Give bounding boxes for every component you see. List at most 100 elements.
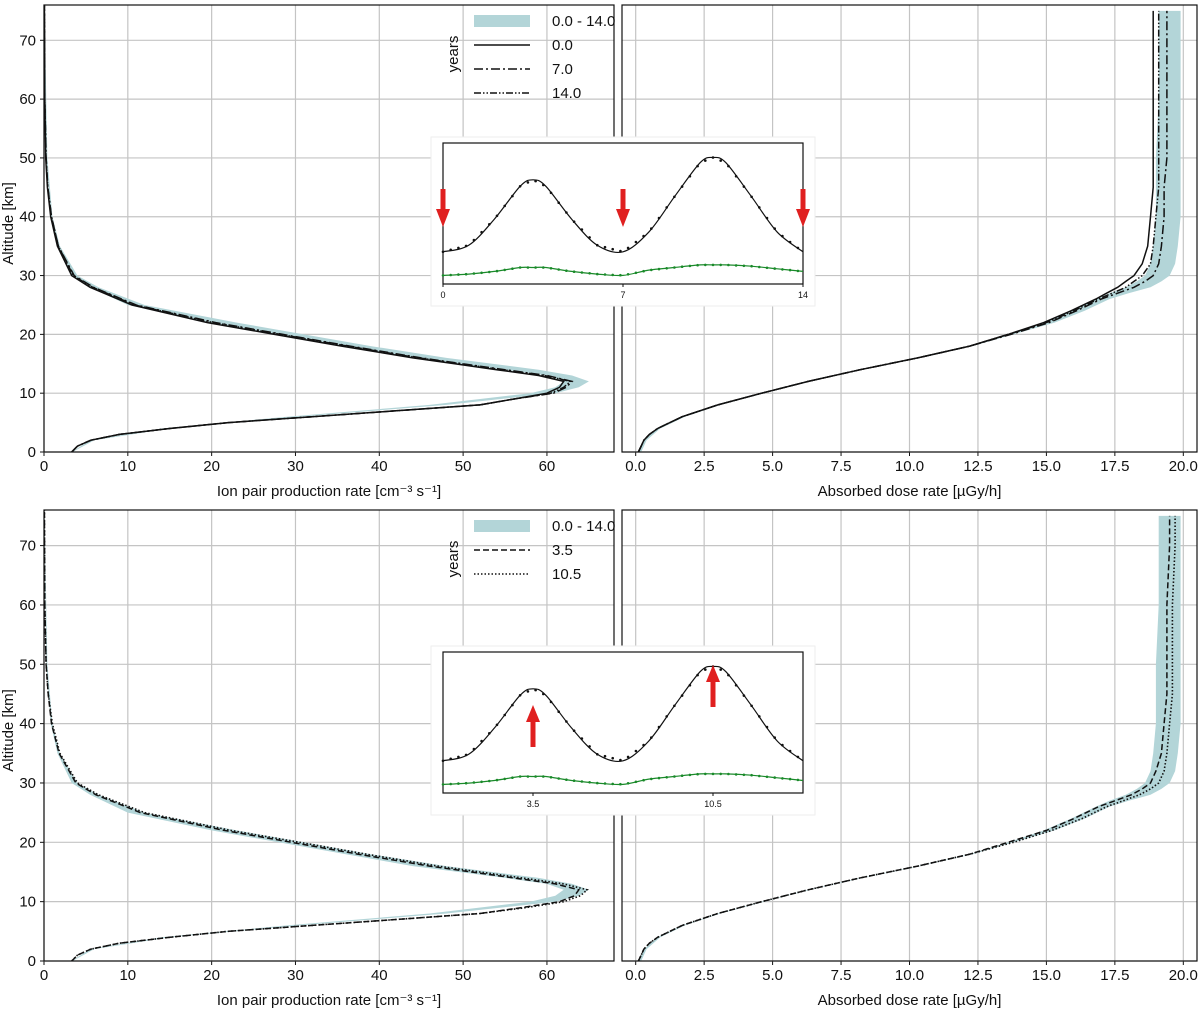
inset-dot: [765, 266, 769, 270]
inset-dot: [750, 264, 753, 268]
inset-dot: [619, 782, 622, 786]
inset-dot: [588, 781, 591, 784]
inset-dot: [457, 755, 460, 759]
inset-curve-upper: [442, 665, 804, 763]
inset-dot: [503, 777, 507, 781]
inset-dot: [704, 668, 707, 671]
inset-dot: [665, 206, 668, 209]
inset-dot: [518, 694, 522, 697]
inset-dot: [457, 782, 460, 785]
inset-dot: [650, 777, 653, 781]
legend-label: 0.0 - 14.0: [552, 13, 615, 30]
y-tick-label: 10: [19, 894, 36, 911]
inset-dot: [634, 780, 638, 784]
legend: years 0.0 - 14.0 3.5 10.5: [445, 518, 615, 583]
x-axis-label: Absorbed dose rate [µGy/h]: [818, 992, 1002, 1009]
inset-dot: [680, 265, 684, 269]
inset-dot: [765, 216, 769, 220]
inset-dot: [511, 776, 514, 779]
inset-dot: [758, 715, 761, 718]
inset-dot: [657, 725, 661, 729]
inset-dot: [696, 263, 699, 267]
inset-dot: [688, 264, 692, 268]
inset-dot: [788, 777, 792, 781]
inset-dot: [765, 775, 769, 779]
x-tick-label: 20.0: [1169, 967, 1198, 984]
inset-dot: [542, 775, 545, 778]
inset-dot: [542, 183, 545, 187]
x-tick-label: 60: [539, 967, 556, 984]
y-tick-label: 40: [19, 209, 36, 226]
x-tick-label: 2.5: [694, 967, 715, 984]
inset-dot: [719, 668, 722, 671]
series-3-5: [637, 515, 1171, 961]
inset-dot: [488, 270, 491, 274]
inset-dot: [788, 268, 792, 272]
legend-label: 0.0: [552, 37, 573, 54]
inset-dot: [518, 266, 522, 269]
inset-dot: [565, 211, 568, 214]
x-tick-label: 0: [40, 458, 48, 475]
x-axis-label: Absorbed dose rate [µGy/h]: [818, 483, 1002, 500]
inset-dot: [495, 778, 499, 782]
x-tick-label: 20: [203, 967, 220, 984]
inset-dot: [657, 776, 661, 780]
inset-dot: [565, 720, 568, 723]
inset-dot: [464, 272, 468, 276]
inset-tick-label: 0: [440, 290, 445, 300]
x-tick-label: 40: [371, 967, 388, 984]
inset-dot: [719, 772, 722, 776]
inset-dot: [742, 185, 746, 188]
inset-dot: [626, 246, 630, 250]
legend-label: 14.0: [552, 85, 581, 102]
inset-dot: [596, 781, 599, 785]
inset-dot: [480, 780, 483, 784]
series-10-5: [637, 515, 1176, 961]
x-tick-label: 15.0: [1032, 458, 1061, 475]
inset-dot: [518, 185, 522, 188]
inset-dot: [673, 704, 676, 708]
inset-dot: [642, 778, 645, 782]
x-axis-label: Ion pair production rate [cm⁻³ s⁻¹]: [217, 992, 441, 1009]
x-tick-label: 2.5: [694, 458, 715, 475]
inset-dot: [750, 704, 753, 708]
inset-dot: [572, 220, 576, 223]
inset-dot: [526, 266, 530, 269]
inset-dot: [704, 263, 707, 267]
inset-dot: [665, 776, 668, 779]
x-tick-label: 7.5: [831, 967, 852, 984]
y-tick-label: 20: [19, 834, 36, 851]
inset-dot: [534, 179, 537, 183]
inset-tick-label: 3.5: [527, 799, 540, 809]
x-tick-label: 10: [119, 967, 136, 984]
legend-label: 0.0 - 14.0: [552, 518, 615, 535]
inset-dot: [441, 274, 445, 277]
x-tick-label: 10.0: [895, 967, 924, 984]
inset-dot: [711, 772, 715, 776]
inset-dot: [549, 700, 553, 704]
inset-dot: [603, 782, 607, 785]
inset-dot: [734, 175, 738, 178]
inset-dot: [534, 688, 537, 692]
inset-dot: [441, 250, 445, 254]
inset-dot: [781, 743, 784, 747]
y-tick-label: 70: [19, 32, 36, 49]
inset-dot: [457, 273, 460, 276]
inset-dot: [511, 267, 514, 271]
red-arrow-down-icon: [616, 209, 630, 227]
legend-title: years: [445, 541, 462, 578]
inset-dot: [619, 273, 622, 277]
y-tick-label: 0: [28, 444, 36, 461]
inset-dot: [673, 266, 676, 269]
inset-dot: [704, 159, 707, 162]
inset-dot: [727, 263, 730, 267]
inset-dot: [796, 778, 800, 782]
inset-dot: [634, 240, 638, 244]
inset-dot: [781, 777, 784, 780]
y-tick-label: 10: [19, 385, 36, 402]
inset-dot: [742, 264, 746, 268]
inset-dot: [534, 266, 537, 269]
inset-dot: [727, 673, 730, 677]
inset-dot: [472, 747, 476, 751]
